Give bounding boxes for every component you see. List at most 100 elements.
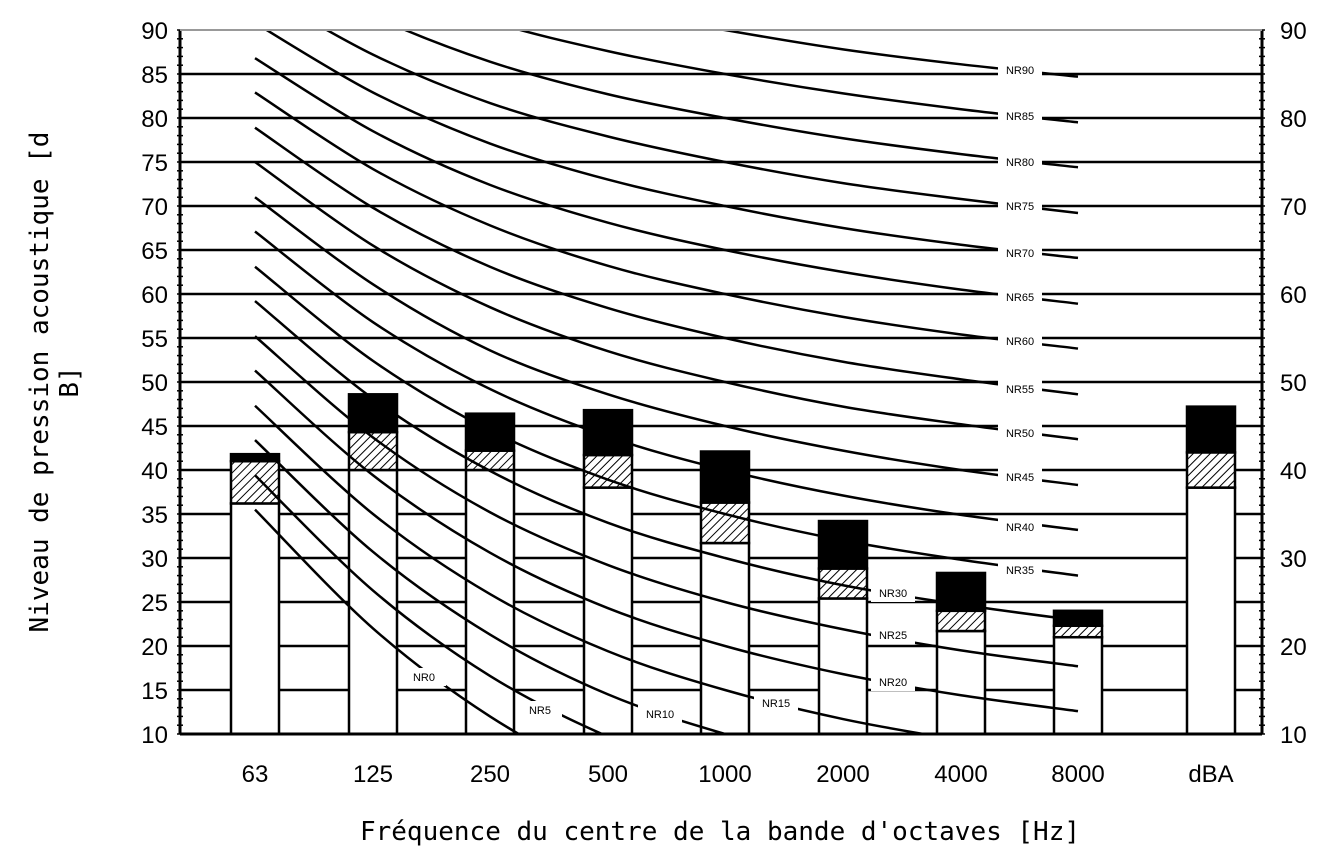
curve-label-bg [998, 468, 1042, 486]
curve-label-text: NR35 [1006, 565, 1034, 577]
x-tick-label-8000: 8000 [1051, 761, 1104, 788]
bar-dBA-black [1185, 405, 1237, 454]
curve-NR50 [254, 160, 1079, 441]
curve-NR30 [254, 300, 1079, 622]
curve-label-NR10: NR10 [638, 705, 682, 723]
curve-label-text: NR55 [1006, 384, 1034, 396]
left-tick-label-20: 20 [141, 634, 168, 661]
curve-label-bg [871, 584, 915, 602]
left-tick-label-90: 90 [141, 18, 168, 45]
curve-label-text: NR45 [1006, 472, 1034, 484]
curve-label-NR30: NR30 [871, 584, 915, 602]
bar-4000-hatched [935, 609, 987, 633]
left-tick-label-65: 65 [141, 238, 168, 265]
y-axis-title: Niveau de pression acoustique [d B] [25, 132, 85, 633]
bar-dBA-white [1185, 486, 1237, 736]
curve-label-NR40: NR40 [998, 518, 1042, 536]
bar-63-black [229, 452, 281, 463]
curve-label-bg [998, 61, 1042, 79]
curve-label-bg [871, 626, 915, 644]
curve-label-bg [998, 244, 1042, 262]
curve-label-text: NR40 [1006, 522, 1034, 534]
bar-2000-black [817, 519, 869, 570]
x-tick-label-125: 125 [353, 761, 393, 788]
curve-label-NR0: NR0 [402, 668, 446, 686]
bar-2000-hatched [817, 567, 869, 600]
curve-label-NR15: NR15 [754, 694, 798, 712]
right-tick-label-40: 40 [1280, 458, 1307, 485]
bar-250-black [464, 412, 516, 452]
left-tick-labels: 10 15 20 25 30 35 40 45 50 55 60 65 70 75 80 85 90 [141, 18, 168, 749]
curve-NR40 [254, 230, 1079, 532]
curve-NR70 [264, 30, 1079, 260]
curve-label-bg [402, 668, 446, 686]
curve-label-text: NR75 [1006, 201, 1034, 213]
y-axis-title-line-1: Niveau de pression acoustique [d [25, 132, 55, 633]
curve-label-bg [518, 701, 562, 719]
left-tick-label-55: 55 [141, 326, 168, 353]
curve-label-NR80: NR80 [998, 153, 1042, 171]
curve-label-bg [998, 107, 1042, 125]
curve-label-NR35: NR35 [998, 561, 1042, 579]
curve-label-bg [998, 380, 1042, 398]
curve-label-bg [998, 518, 1042, 536]
right-tick-label-70: 70 [1280, 194, 1307, 221]
curve-label-bg [638, 705, 682, 723]
curve-label-NR85: NR85 [998, 107, 1042, 125]
curve-label-text: NR85 [1006, 111, 1034, 123]
curve-label-NR55: NR55 [998, 380, 1042, 398]
curve-label-text: NR15 [762, 698, 790, 710]
curve-label-text: NR20 [879, 677, 907, 689]
curve-label-text: NR10 [646, 709, 674, 721]
curve-label-NR65: NR65 [998, 288, 1042, 306]
right-tick-label-50: 50 [1280, 370, 1307, 397]
curve-label-NR70: NR70 [998, 244, 1042, 262]
curve-label-bg [998, 561, 1042, 579]
x-tick-label-63: 63 [242, 761, 269, 788]
curve-label-text: NR60 [1006, 336, 1034, 348]
curve-label-bg [998, 197, 1042, 215]
bars [229, 393, 1237, 736]
curve-NR0 [254, 508, 522, 734]
left-tick-label-45: 45 [141, 414, 168, 441]
nr-curves [254, 30, 1079, 734]
left-tick-label-10: 10 [141, 722, 168, 749]
curve-label-NR50: NR50 [998, 424, 1042, 442]
curve-label-text: NR25 [879, 630, 907, 642]
bar-63-hatched [229, 459, 281, 505]
curve-label-NR20: NR20 [871, 673, 915, 691]
curve-label-NR25: NR25 [871, 626, 915, 644]
left-tick-label-85: 85 [141, 62, 168, 89]
bar-125-white [347, 468, 399, 736]
curve-label-NR5: NR5 [518, 701, 562, 719]
curve-NR55 [254, 126, 1079, 396]
bar-500-hatched [582, 453, 634, 489]
curve-label-text: NR65 [1006, 292, 1034, 304]
y-axis-title-line-2: B] [55, 366, 85, 397]
curve-NR45 [254, 196, 1079, 487]
curve-NR85 [515, 30, 1079, 124]
bar-8000-white [1052, 635, 1104, 736]
curve-label-NR90: NR90 [998, 61, 1042, 79]
right-tick-label-80: 80 [1280, 106, 1307, 133]
nr-curve-labels: NR0 NR5 NR10 NR15 NR20 NR25 NR30 NR35 NR40 NR45 NR… [402, 61, 1042, 723]
right-tick-label-10: 10 [1280, 722, 1307, 749]
x-tick-label-4000: 4000 [934, 761, 987, 788]
x-tick-label-2000: 2000 [816, 761, 869, 788]
curve-NR25 [254, 335, 1079, 668]
right-tick-label-90: 90 [1280, 18, 1307, 45]
curve-label-NR60: NR60 [998, 332, 1042, 350]
x-tick-label-1000: 1000 [698, 761, 751, 788]
curve-label-text: NR0 [413, 672, 435, 684]
bar-dBA-hatched [1185, 451, 1237, 489]
x-tick-label-dBA: dBA [1188, 761, 1233, 788]
left-tick-label-15: 15 [141, 678, 168, 705]
curve-label-bg [998, 153, 1042, 171]
curve-NR75 [324, 30, 1079, 215]
left-tick-label-30: 30 [141, 546, 168, 573]
bar-2000-white [817, 597, 869, 736]
curve-label-bg [871, 673, 915, 691]
right-tick-label-30: 30 [1280, 546, 1307, 573]
bar-63-white [229, 502, 281, 736]
